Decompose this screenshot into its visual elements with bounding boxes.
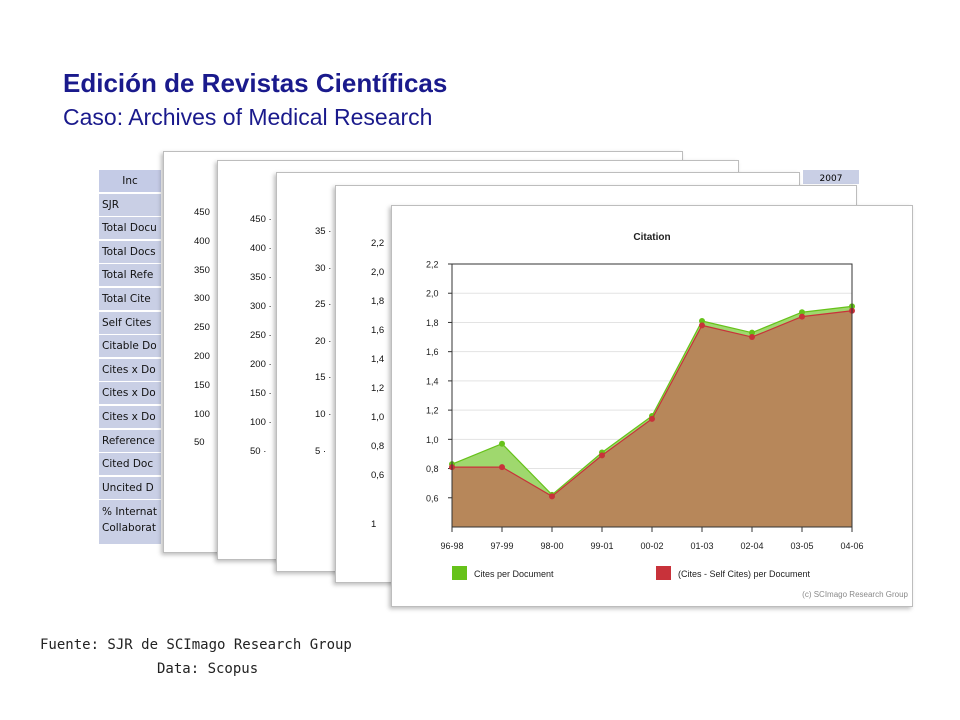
table-row: Cites x Do (99, 358, 161, 381)
citation-chart-panel: Citation 2,2 2,0 1,8 1,6 1,4 1,2 1,0 0,8 0,6 96-98… (391, 205, 913, 607)
y-tick-label: 0,8 (426, 464, 439, 474)
table-row: % Internat Collaborat (99, 500, 161, 545)
y-tick-label: 0,8 (371, 441, 385, 452)
y-tick-label: 20 · (315, 335, 332, 347)
y-tick-label: 2,0 (426, 289, 439, 299)
y-tick-label: 0,6 (426, 493, 439, 503)
table-row: Uncited D (99, 476, 161, 499)
y-tick-label: 300 · (250, 301, 272, 312)
y-tick-label: 50 (194, 437, 205, 449)
y-tick-label: 200 (194, 351, 210, 362)
y-tick-label: 50 · (250, 446, 267, 457)
y-tick-label: 150 · (250, 388, 272, 399)
y-tick-label: 25 · (315, 299, 332, 311)
y-tick-label: 35 · (315, 226, 332, 237)
x-tick-label: 98-00 (540, 541, 563, 551)
y-tick-label: 1,6 (371, 325, 385, 336)
y-tick-label: 2,2 (371, 238, 385, 249)
data-point (749, 334, 755, 341)
y-tick-label: 1,6 (426, 347, 439, 357)
x-tick-label: 99-01 (590, 541, 613, 551)
y-tick-label: 10 · (315, 409, 332, 420)
y-tick-label: 400 (194, 235, 210, 247)
y-tick-label: 400 · (250, 243, 272, 254)
page-title: Edición de Revistas Científicas (63, 68, 448, 98)
y-tick-label: 30 · (315, 262, 332, 274)
legend-label: (Cites - Self Cites) per Document (678, 569, 811, 579)
table-row: Self Cites (99, 311, 161, 334)
table-row: Cites x Do (99, 382, 161, 405)
y-tick-label: 450 · (250, 214, 272, 225)
data-point (799, 309, 805, 316)
x-tick-label: 04-06 (840, 541, 863, 551)
y-tick-label: 1,4 (371, 354, 385, 365)
data-point (549, 493, 555, 500)
legend-swatch (452, 566, 467, 580)
table-row: Cites x Do (99, 405, 161, 428)
y-tick-label: 2,2 (426, 260, 439, 270)
y-tick-label: 1,2 (426, 406, 439, 416)
y-tick-label: 1,0 (426, 435, 439, 445)
table-row: Reference (99, 429, 161, 452)
data-point (499, 440, 505, 447)
data-point (799, 313, 805, 320)
y-tick-label: 350 (194, 264, 210, 276)
y-tick-label: 250 · (250, 330, 272, 341)
x-tick-label: 03-05 (790, 541, 813, 551)
year-column-header: 2007 (803, 170, 859, 184)
table-row: Total Docs (99, 240, 161, 263)
y-tick-label: 450 (194, 207, 210, 218)
y-tick-label: 150 (194, 379, 210, 391)
data-point (499, 464, 505, 471)
y-tick-label: 350 · (250, 272, 272, 283)
data-note: Data: Scopus (157, 661, 259, 677)
y-tick-label: 1,2 (371, 383, 385, 394)
y-tick-label: 2,0 (371, 267, 385, 278)
table-row: Total Docu (99, 217, 161, 240)
y-tick-label: 1 (371, 519, 377, 530)
x-tick-label: 97-99 (490, 541, 513, 551)
source-note: Fuente: SJR de SCImago Research Group (40, 637, 352, 653)
y-tick-label: 300 (194, 293, 210, 305)
data-point (749, 329, 755, 336)
x-tick-label: 96-98 (440, 541, 463, 551)
y-tick-label: 15 · (315, 372, 332, 384)
y-tick-label: 100 (194, 408, 210, 420)
table-row: Cited Doc (99, 453, 161, 476)
chart-title: Citation (633, 232, 670, 243)
legend-label: Cites per Document (474, 569, 554, 579)
y-tick-label: 1,4 (426, 376, 439, 386)
table-header: Inc (99, 170, 161, 192)
table-row: Total Cite (99, 287, 161, 310)
citation-chart: Citation 2,2 2,0 1,8 1,6 1,4 1,2 1,0 0,8 0,6 96-98… (426, 232, 909, 599)
table-row: Citable Do (99, 335, 161, 358)
y-tick-label: 1,0 (371, 412, 385, 423)
y-tick-label: 1,8 (371, 296, 385, 307)
y-tick-label: 1,8 (426, 318, 439, 328)
y-tick-label: 200 · (250, 359, 272, 370)
y-tick-label: 250 (194, 322, 210, 334)
x-tick-label: 00-02 (640, 541, 663, 551)
table-row: SJR (99, 193, 161, 216)
data-point (699, 322, 705, 329)
indicator-table: Inc SJR Total Docu Total Docs Total Refe Tot… (99, 170, 161, 546)
page-subtitle: Caso: Archives of Medical Research (63, 104, 433, 130)
table-row: Total Refe (99, 264, 161, 287)
chart-credit: (c) SCImago Research Group (802, 590, 908, 599)
y-tick-label: 5 · (315, 445, 327, 457)
x-tick-label: 02-04 (740, 541, 763, 551)
table-rows: SJR Total Docu Total Docs Total Refe Total C… (99, 193, 161, 499)
data-point (649, 415, 655, 422)
y-tick-label: 0,6 (371, 470, 385, 481)
data-point (599, 452, 605, 459)
data-point (699, 317, 705, 324)
x-tick-label: 01-03 (690, 541, 713, 551)
legend-swatch (656, 566, 671, 580)
y-tick-label: 100 · (250, 417, 272, 428)
